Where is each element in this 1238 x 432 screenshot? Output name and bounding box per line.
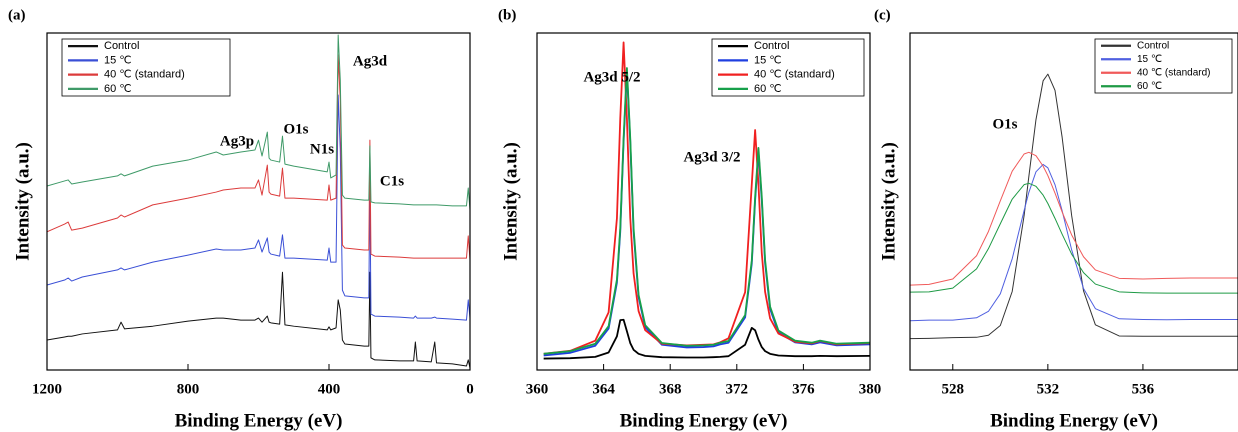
plot-frame (909, 32, 1238, 371)
legend-label: Control (104, 40, 139, 52)
x-axis-label: Binding Energy (eV) (175, 410, 343, 431)
legend-box (1094, 38, 1233, 94)
series-line (47, 94, 470, 321)
x-axis-label: Binding Energy (eV) (620, 410, 788, 431)
legend-label: 40 ℃ (standard) (1137, 67, 1211, 78)
panel-label: (a) (8, 7, 26, 23)
annotation: O1s (283, 121, 308, 137)
legend-label: 60 ℃ (104, 83, 132, 95)
series-line (910, 182, 1238, 294)
series-line (910, 73, 1238, 340)
legend-label: 40 ℃ (standard) (104, 69, 185, 81)
x-tick-label: 800 (177, 381, 200, 397)
y-axis-label: Intensity (a.u.) (12, 142, 33, 261)
legend-label: 60 ℃ (754, 83, 782, 95)
annotation: N1s (310, 141, 334, 157)
y-axis-label: Intensity (a.u.) (500, 142, 521, 261)
series-line (910, 151, 1238, 286)
x-tick-label: 360 (526, 381, 549, 397)
annotation: C1s (380, 173, 404, 189)
plot-frame (46, 32, 471, 371)
series-line (47, 54, 470, 261)
annotation: Ag3d 5/2 (583, 69, 640, 85)
legend-label: 40 ℃ (standard) (754, 69, 835, 81)
series-line (47, 271, 470, 369)
legend-box (61, 38, 231, 97)
x-tick-label: 532 (1037, 381, 1060, 397)
legend-box (711, 38, 865, 97)
legend-label: 15 ℃ (104, 54, 132, 66)
x-tick-label: 364 (592, 381, 615, 397)
legend-label: Control (754, 40, 789, 52)
x-tick-label: 536 (1132, 381, 1155, 397)
annotation: O1s (992, 116, 1017, 132)
annotation: Ag3d 3/2 (683, 149, 740, 165)
panel-label: (c) (874, 7, 891, 23)
panel-label: (b) (498, 7, 516, 23)
legend-label: 60 ℃ (1137, 81, 1162, 92)
x-tick-label: 380 (859, 381, 882, 397)
series-line (910, 163, 1238, 322)
series-line (543, 67, 870, 355)
series-line (543, 318, 870, 360)
x-tick-label: 528 (942, 381, 965, 397)
series-line (47, 34, 470, 210)
legend-label: 15 ℃ (1137, 54, 1162, 65)
legend-label: 15 ℃ (754, 54, 782, 66)
plot-frame (536, 32, 871, 371)
x-axis-label: Binding Energy (eV) (990, 410, 1158, 431)
annotation: Ag3p (220, 133, 254, 149)
annotation: Ag3d (353, 53, 388, 69)
x-tick-label: 1200 (32, 381, 62, 397)
y-axis-label: Intensity (a.u.) (878, 142, 899, 261)
x-tick-label: 372 (726, 381, 749, 397)
x-tick-label: 376 (792, 381, 815, 397)
x-tick-label: 0 (466, 381, 474, 397)
series-line (543, 71, 870, 357)
x-tick-label: 368 (659, 381, 682, 397)
x-tick-label: 400 (318, 381, 341, 397)
legend-label: Control (1137, 40, 1169, 51)
